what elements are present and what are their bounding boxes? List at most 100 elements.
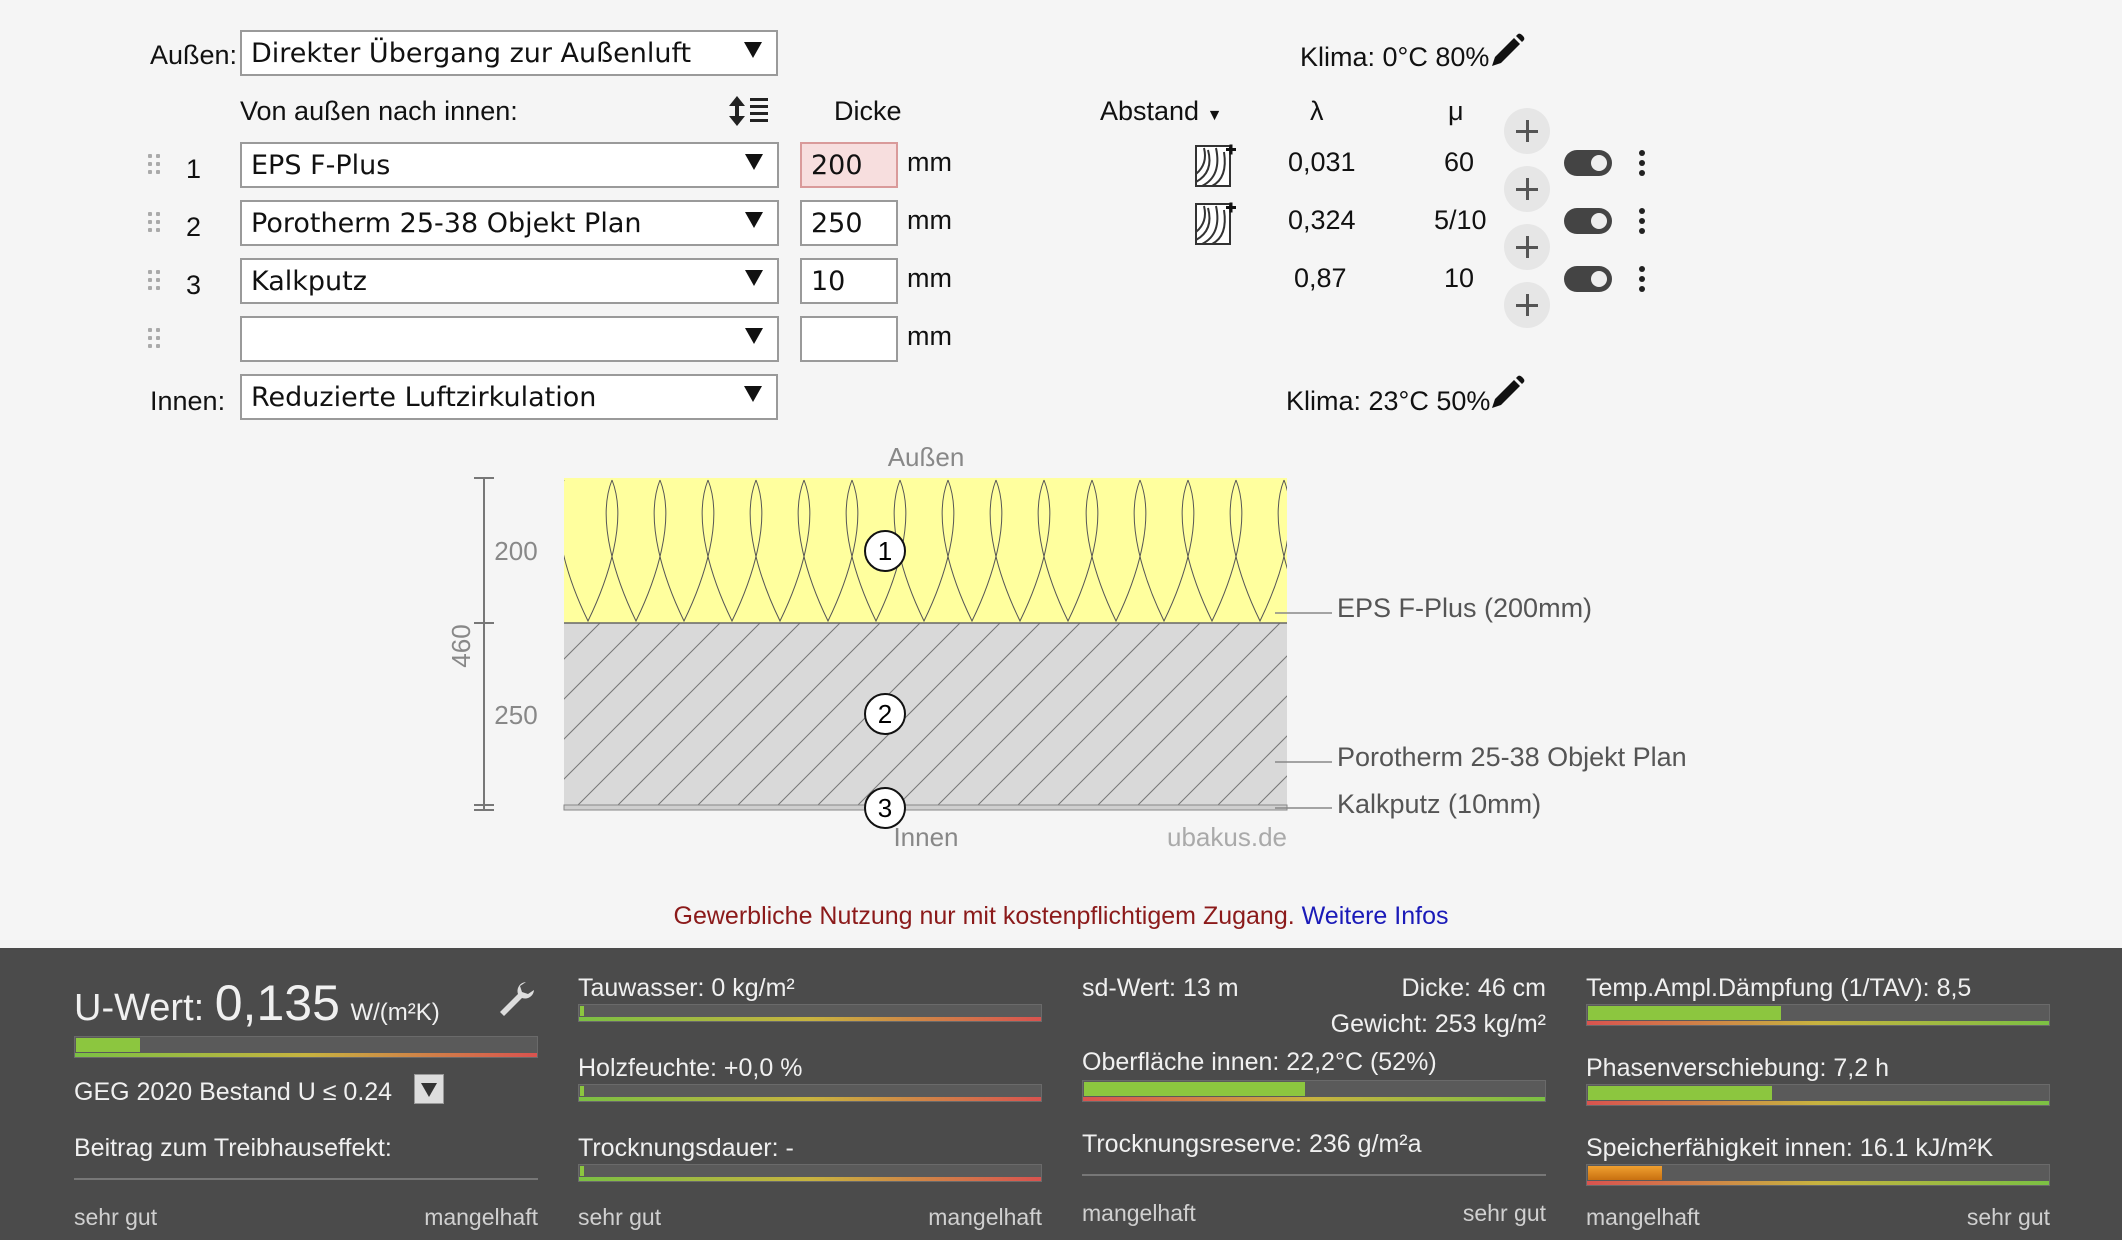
layer-mu: 5/10 [1434, 205, 1487, 235]
greenhouse-label: Beitrag zum Treibhauseffekt: [74, 1134, 392, 1162]
layer-active-toggle[interactable] [1564, 266, 1612, 292]
drag-handle-icon[interactable] [148, 154, 166, 178]
inner-label: Innen: [150, 386, 226, 416]
drying-reserve: Trocknungsreserve: 236 g/m²a [1082, 1130, 1422, 1158]
dim-layer-1: 200 [494, 536, 537, 566]
standard-dropdown-button[interactable] [414, 1074, 444, 1104]
layer-thickness-input[interactable]: 200 [800, 142, 898, 188]
layer-thickness-input[interactable] [800, 316, 898, 362]
chevron-down-icon [745, 328, 763, 344]
commercial-notice: Gewerbliche Nutzung nur mit kostenpflich… [0, 902, 2122, 931]
diagram-top-label: Außen [888, 442, 965, 472]
heat-storage-bar [1586, 1164, 2050, 1186]
chevron-down-icon [744, 42, 762, 58]
layer-material-value: EPS F-Plus [251, 150, 391, 181]
edit-inner-klima-icon[interactable] [1488, 374, 1526, 412]
more-options-icon[interactable] [1639, 150, 1645, 176]
outer-surface-select[interactable]: Direkter Übergang zur Außenluft [240, 30, 778, 76]
layer-lambda: 0,87 [1294, 263, 1347, 293]
plaster-layer [563, 804, 1288, 811]
sort-layers-icon[interactable] [728, 94, 772, 128]
edit-outer-klima-icon[interactable] [1488, 32, 1526, 70]
layer-marker-1: 1 [864, 530, 906, 572]
dim-total: 460 [446, 624, 476, 667]
wall-cross-section: Außen 200 250 460 1 2 3 Innen ubakus.de … [446, 442, 1687, 852]
drag-handle-icon[interactable] [148, 212, 166, 236]
layer-thickness-input[interactable]: 10 [800, 258, 898, 304]
layer-lambda: 0,031 [1288, 147, 1356, 177]
add-layer-button[interactable] [1504, 108, 1550, 154]
add-layer-button[interactable] [1504, 166, 1550, 212]
drying-reserve-bar [1082, 1162, 1546, 1176]
outer-label: Außen: [150, 40, 238, 70]
caret-down-icon: ▼ [1206, 107, 1223, 124]
layer-material-select[interactable] [240, 316, 779, 362]
phase-shift: Phasenverschiebung: 7,2 h [1586, 1054, 1889, 1082]
inner-surface-select[interactable]: Reduzierte Luftzirkulation [240, 374, 778, 420]
brick-layer [564, 623, 1287, 805]
chevron-down-icon [745, 212, 763, 228]
layer-label-3: Kalkputz (10mm) [1337, 789, 1541, 819]
layers-header: Von außen nach innen: [240, 96, 518, 126]
more-info-link[interactable]: Weitere Infos [1301, 902, 1449, 930]
holzfeuchte-bar [578, 1084, 1042, 1102]
drag-handle-icon[interactable] [148, 328, 166, 352]
layer-thickness-input[interactable]: 250 [800, 200, 898, 246]
surface-temperature-bar [1082, 1080, 1546, 1102]
scale-bad: mangelhaft [1586, 1204, 1700, 1230]
layer-lambda: 0,324 [1288, 205, 1356, 235]
svg-text:1: 1 [878, 536, 892, 566]
layer-material-select[interactable]: EPS F-Plus [240, 142, 779, 188]
layer-label-2: Porotherm 25-38 Objekt Plan [1337, 742, 1687, 772]
unit-label: mm [907, 263, 952, 293]
lambda-header: λ [1310, 96, 1324, 126]
distance-header[interactable]: Abstand ▼ [1100, 96, 1222, 127]
layer-material-select[interactable]: Kalkputz [240, 258, 779, 304]
unit-label: mm [907, 205, 952, 235]
layer-material-value: Kalkputz [251, 266, 367, 297]
layer-material-select[interactable]: Porotherm 25-38 Objekt Plan [240, 200, 779, 246]
chevron-down-icon [745, 270, 763, 286]
chevron-down-icon [745, 154, 763, 170]
notice-text: Gewerbliche Nutzung nur mit kostenpflich… [673, 902, 1295, 930]
wood-layer-icon[interactable] [1194, 200, 1238, 246]
surface-temperature: Oberfläche innen: 22,2°C (52%) [1082, 1048, 1437, 1076]
sd-value: sd-Wert: 13 m [1082, 974, 1239, 1002]
trocknungsdauer-bar [578, 1164, 1042, 1182]
u-value-bar [74, 1036, 538, 1058]
scale-good: sehr gut [74, 1204, 158, 1230]
heat-storage: Speicherfähigkeit innen: 16.1 kJ/m²K [1586, 1134, 1994, 1162]
scale-good: sehr gut [578, 1204, 662, 1230]
wrench-icon[interactable] [496, 978, 536, 1018]
layer-mu: 10 [1444, 263, 1475, 293]
layer-label-1: EPS F-Plus (200mm) [1337, 593, 1592, 623]
greenhouse-bar [74, 1166, 538, 1180]
layer-marker-3: 3 [864, 787, 906, 829]
wood-layer-icon[interactable] [1194, 142, 1238, 188]
layer-index: 2 [186, 212, 202, 242]
outer-surface-value: Direkter Übergang zur Außenluft [251, 38, 692, 69]
layer-marker-2: 2 [864, 693, 906, 735]
scale-bad: mangelhaft [424, 1204, 538, 1230]
holzfeuchte: Holzfeuchte: +0,0 % [578, 1054, 803, 1082]
diagram-bottom-label: Innen [893, 822, 958, 852]
add-layer-button[interactable] [1504, 282, 1550, 328]
tav-bar [1586, 1004, 2050, 1026]
inner-surface-value: Reduzierte Luftzirkulation [251, 382, 597, 413]
mu-header: μ [1448, 96, 1464, 126]
tauwasser-bar [578, 1004, 1042, 1022]
layer-active-toggle[interactable] [1564, 208, 1612, 234]
svg-text:3: 3 [878, 793, 892, 823]
more-options-icon[interactable] [1639, 208, 1645, 234]
scale-good: sehr gut [1462, 1200, 1546, 1226]
thickness-header: Dicke [834, 96, 902, 126]
u-value: 0,135 [214, 975, 340, 1031]
more-options-icon[interactable] [1639, 266, 1645, 292]
total-thickness: Dicke: 46 cm [1401, 974, 1546, 1002]
drag-handle-icon[interactable] [148, 270, 166, 294]
layer-mu: 60 [1444, 147, 1475, 177]
add-layer-button[interactable] [1504, 224, 1550, 270]
layer-active-toggle[interactable] [1564, 150, 1612, 176]
distance-header-label: Abstand [1100, 96, 1200, 126]
weight: Gewicht: 253 kg/m² [1330, 1010, 1546, 1038]
